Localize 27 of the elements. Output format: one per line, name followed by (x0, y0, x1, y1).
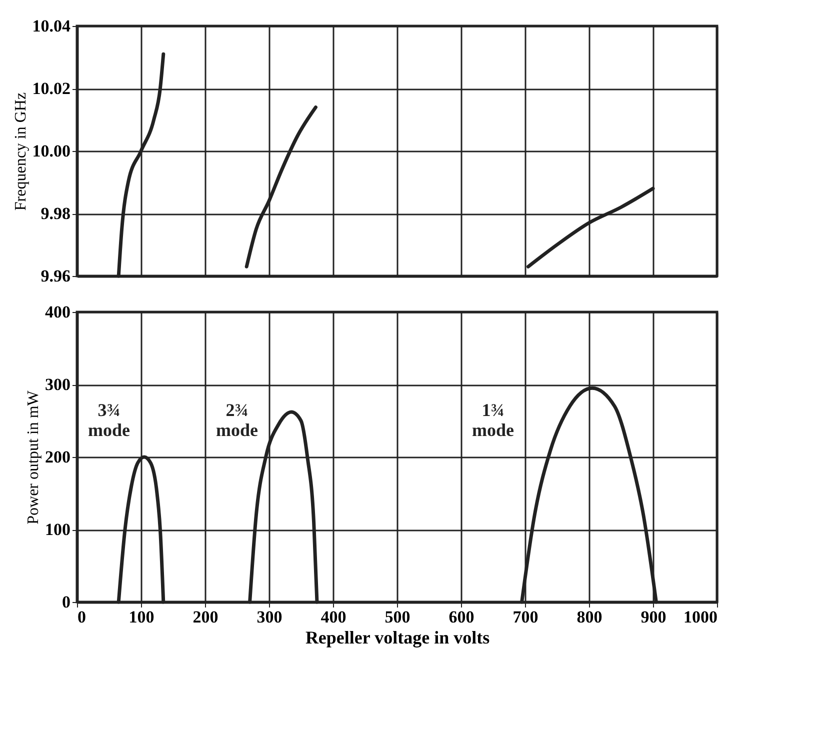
x-tick-label: 0 (78, 608, 86, 626)
x-tick-label: 300 (256, 608, 282, 626)
y-axis-title: Power output in mW (25, 390, 42, 524)
annotation: 1¾ mode (472, 400, 514, 440)
x-axis-title: Repeller voltage in volts (305, 628, 490, 648)
y-tick-label: 10.04 (32, 16, 71, 36)
y-tick-label: 300 (45, 375, 70, 394)
y-tick-label: 10.00 (32, 142, 70, 160)
x-tick-label: 600 (448, 608, 474, 626)
y-tick-label: 400 (45, 302, 70, 322)
y-tick-label: 200 (45, 448, 70, 466)
y-tick-label: 100 (45, 520, 70, 539)
x-tick-label: 500 (384, 608, 410, 626)
x-tick-label: 700 (512, 608, 538, 626)
x-tick-label: 1000 (684, 608, 718, 626)
y-tick-label: 0 (62, 592, 70, 612)
x-tick-label: 400 (320, 608, 346, 626)
x-tick-label: 100 (128, 608, 154, 626)
y-tick-label: 10.02 (32, 79, 70, 98)
y-tick-label: 9.98 (40, 204, 70, 223)
x-tick-label: 900 (640, 608, 666, 626)
y-tick-label: 9.96 (40, 266, 70, 286)
x-tick-label: 200 (192, 608, 218, 626)
x-tick-label: 800 (576, 608, 602, 626)
y-axis-title: Frequency in GHz (12, 92, 30, 211)
annotation: 2¾ mode (216, 400, 258, 440)
annotation: 3¾ mode (88, 400, 130, 440)
